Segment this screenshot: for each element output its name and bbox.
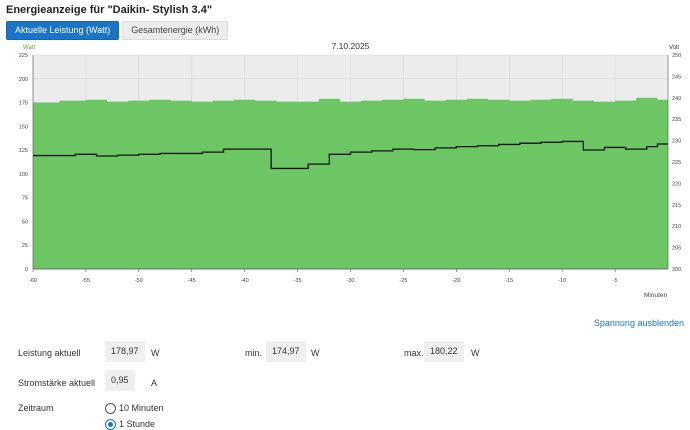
current-value: 0,95 bbox=[105, 370, 135, 391]
power-value: 178,97 bbox=[105, 341, 145, 362]
x-tick-label: -45 bbox=[188, 278, 196, 284]
y-tick-label-right: 245 bbox=[672, 74, 681, 80]
max-value: 180,22 bbox=[424, 341, 464, 362]
power-label: Leistung aktuell bbox=[18, 348, 81, 358]
tab-total-energy[interactable]: Gesamtenergie (kWh) bbox=[122, 21, 229, 40]
y-tick-label-right: 250 bbox=[672, 53, 681, 59]
y-tick-label-right: 230 bbox=[672, 139, 681, 145]
y-tick-label-right: 200 bbox=[672, 267, 681, 273]
tab-bar: Aktuelle Leistung (Watt) Gesamtenergie (… bbox=[6, 21, 229, 40]
y-tick-label-right: 240 bbox=[672, 96, 681, 102]
current-unit: A bbox=[151, 378, 158, 388]
y-tick-label-left: 50 bbox=[22, 219, 28, 225]
hide-voltage-link[interactable]: Spannung ausblenden bbox=[593, 318, 684, 328]
max-unit: W bbox=[471, 348, 480, 358]
max-label: max. bbox=[404, 348, 424, 358]
x-tick-label: -60 bbox=[29, 278, 37, 284]
tab-current-power[interactable]: Aktuelle Leistung (Watt) bbox=[6, 21, 120, 40]
y-tick-label-right: 215 bbox=[672, 203, 681, 209]
x-tick-label: -15 bbox=[505, 278, 513, 284]
power-chart: 0 25 50 75 100 125 150 175 200 225 200 205 210 215 220… bbox=[19, 41, 681, 299]
period-label: Zeitraum bbox=[18, 403, 54, 413]
x-tick-label: -50 bbox=[135, 278, 143, 284]
min-label: min. bbox=[245, 348, 263, 358]
power-unit: W bbox=[151, 348, 160, 358]
y-axis-left-label: Watt bbox=[23, 45, 35, 51]
y-tick-label-right: 225 bbox=[672, 160, 681, 166]
current-label: Stromstärke aktuell bbox=[18, 378, 96, 388]
y-tick-label-right: 220 bbox=[672, 181, 681, 187]
y-tick-label-right: 235 bbox=[672, 117, 681, 123]
min-value: 174,97 bbox=[266, 341, 306, 362]
x-tick-label: -35 bbox=[294, 278, 302, 284]
y-tick-label-right: 205 bbox=[672, 246, 681, 252]
series-volt-line bbox=[33, 140, 668, 170]
y-tick-label-left: 75 bbox=[22, 196, 28, 202]
y-tick-label-left: 225 bbox=[19, 53, 28, 59]
y-tick-label-left: 200 bbox=[19, 77, 28, 83]
radio-10-minutes[interactable] bbox=[105, 403, 116, 414]
radio-1-hour[interactable] bbox=[105, 419, 116, 430]
min-unit: W bbox=[311, 348, 320, 358]
y-tick-label-left: 0 bbox=[25, 267, 28, 273]
y-tick-label-left: 150 bbox=[19, 124, 28, 130]
page-title: Energieanzeige für "Daikin- Stylish 3.4" bbox=[6, 4, 213, 16]
x-tick-label: -10 bbox=[558, 278, 566, 284]
radio-10-minutes-label[interactable]: 10 Minuten bbox=[119, 403, 164, 413]
y-tick-label-left: 125 bbox=[19, 148, 28, 154]
radio-1-hour-label[interactable]: 1 Stunde bbox=[119, 419, 156, 429]
y-tick-label-right: 210 bbox=[672, 224, 681, 230]
x-tick-label: -20 bbox=[452, 278, 460, 284]
x-tick-label: -40 bbox=[241, 278, 249, 284]
x-axis-label: Minuten bbox=[644, 292, 668, 299]
chart-title: 7.10.2025 bbox=[332, 41, 370, 51]
x-tick-label: -30 bbox=[347, 278, 355, 284]
x-tick-label: -5 bbox=[613, 278, 618, 284]
x-tick-label: -25 bbox=[399, 278, 407, 284]
y-tick-label-left: 25 bbox=[22, 243, 28, 249]
x-tick-label: -55 bbox=[82, 278, 90, 284]
series-watt-area bbox=[33, 97, 668, 269]
y-tick-label-left: 100 bbox=[19, 172, 28, 178]
y-tick-label-left: 175 bbox=[19, 101, 28, 107]
y-axis-right-label: Volt bbox=[669, 45, 679, 51]
